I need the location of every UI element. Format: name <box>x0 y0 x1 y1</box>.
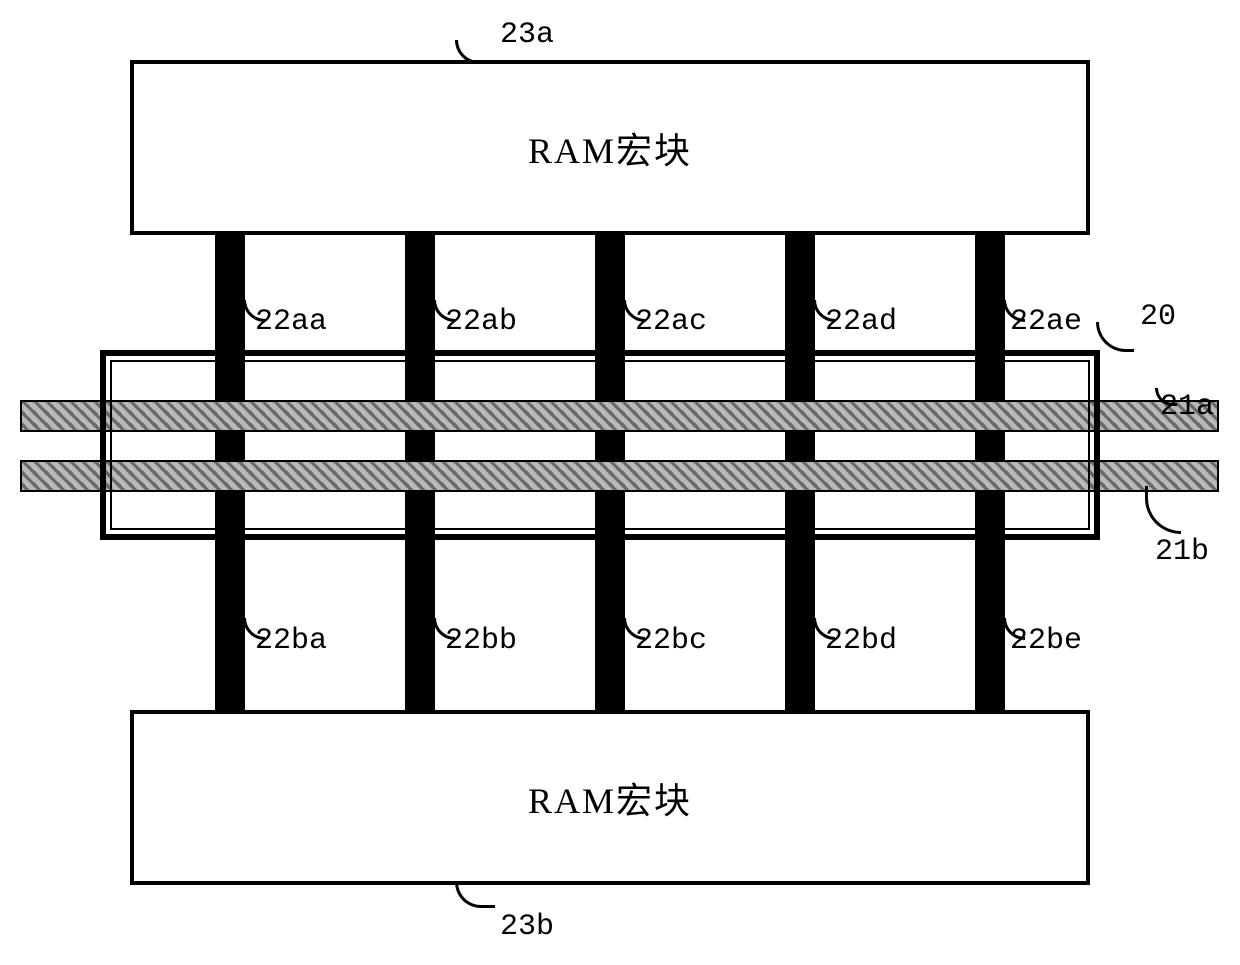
callout-20: 20 <box>1140 300 1176 334</box>
leader-line <box>1096 322 1134 352</box>
ram-block-top-label: RAM宏块 <box>528 122 692 174</box>
inner-frame-20 <box>100 350 1100 540</box>
callout-22ae: 22ae <box>1010 305 1082 339</box>
callout-22ab: 22ab <box>445 305 517 339</box>
leader-line <box>455 882 495 908</box>
callout-22bd: 22bd <box>825 624 897 658</box>
callout-22ac: 22ac <box>635 305 707 339</box>
callout-23b: 23b <box>500 910 554 944</box>
callout-22be: 22be <box>1010 624 1082 658</box>
ram-block-top: RAM宏块 <box>130 60 1090 235</box>
callout-23a: 23a <box>500 18 554 52</box>
callout-22ad: 22ad <box>825 305 897 339</box>
ram-block-bottom-label: RAM宏块 <box>528 772 692 824</box>
ram-block-bottom: RAM宏块 <box>130 710 1090 885</box>
inner-frame-20-inner <box>110 360 1090 530</box>
callout-22aa: 22aa <box>255 305 327 339</box>
callout-22bb: 22bb <box>445 624 517 658</box>
callout-21a: 21a <box>1160 390 1214 424</box>
callout-22ba: 22ba <box>255 624 327 658</box>
leader-line <box>1145 486 1181 534</box>
callout-21b: 21b <box>1155 535 1209 569</box>
callout-22bc: 22bc <box>635 624 707 658</box>
